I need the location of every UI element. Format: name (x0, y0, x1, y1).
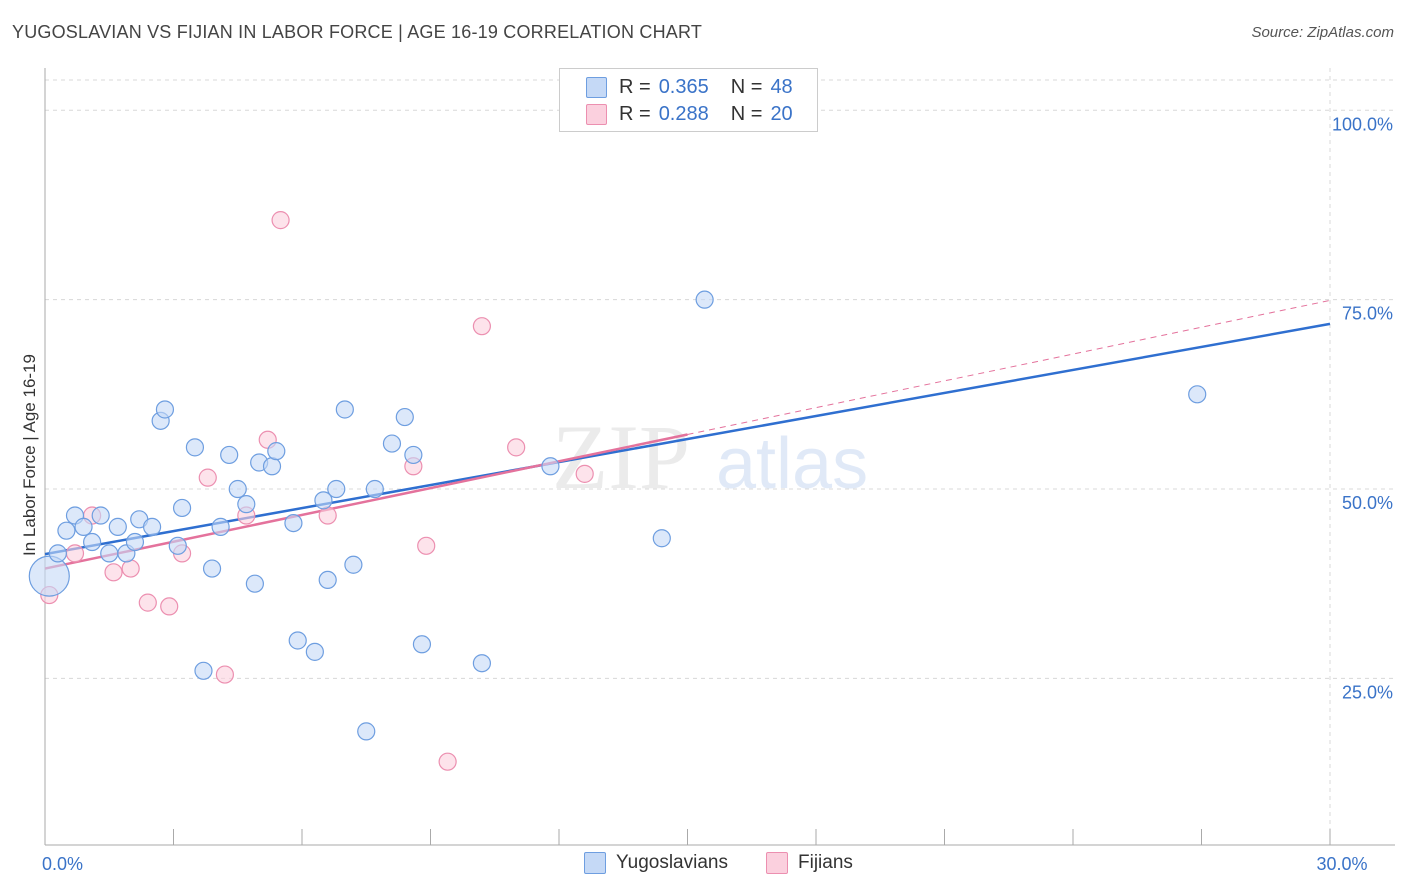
data-point (365, 479, 384, 499)
legend-row-fijians: R = 0.288 N = 20 (586, 102, 793, 126)
legend-swatch-pink (586, 103, 607, 125)
data-point (121, 559, 140, 578)
data-point (1188, 385, 1207, 404)
data-point (395, 407, 414, 427)
data-point (215, 665, 234, 684)
legend-r-value: 0.365 (658, 75, 709, 98)
series-legend-fijians: Fijians (766, 852, 853, 874)
data-point (168, 536, 187, 555)
data-point (318, 506, 337, 525)
data-point (160, 597, 179, 616)
axes (44, 68, 1395, 846)
legend-swatch-blue (586, 76, 607, 98)
data-point (198, 468, 217, 487)
data-point (220, 445, 239, 465)
y-tick-label: 50.0% (1342, 493, 1393, 513)
data-point (314, 491, 333, 510)
series-name: Yugoslavians (616, 852, 728, 873)
trendline-fijians (44, 433, 688, 570)
legend-r-label: R = (619, 102, 651, 125)
data-point (335, 400, 354, 419)
data-point (284, 513, 303, 533)
data-point (185, 438, 205, 457)
data-point (194, 661, 213, 680)
x-tick-label: 30.0% (1316, 854, 1367, 874)
data-point (142, 517, 162, 536)
data-point (695, 290, 714, 309)
data-point (472, 654, 491, 673)
data-point (91, 506, 110, 525)
data-point (155, 400, 175, 419)
data-point (357, 722, 376, 741)
data-point (74, 517, 93, 536)
series-legend: Yugoslavians Fijians (0, 852, 1406, 878)
data-point (382, 434, 402, 453)
data-point (104, 563, 123, 582)
series-swatch-blue (584, 852, 606, 874)
data-point (344, 555, 363, 574)
watermark-zip: ZIP (552, 406, 690, 508)
data-point (417, 536, 436, 555)
legend-n-label: N = (730, 75, 763, 98)
data-point (228, 479, 247, 499)
legend-row-yugoslavians: R = 0.365 N = 48 (586, 75, 793, 99)
data-point (262, 457, 282, 476)
trendline-fijians-extension (687, 299, 1331, 435)
data-points (28, 97, 1207, 771)
tick-labels: 25.0% 50.0% 75.0% 100.0% 0.0% 30.0% (42, 114, 1393, 874)
trendline-yugoslavians (44, 322, 1331, 556)
data-point (57, 521, 76, 540)
data-point (271, 211, 290, 230)
legend-n-value: 20 (770, 102, 793, 125)
data-point (472, 317, 491, 336)
y-tick-label: 25.0% (1342, 682, 1393, 702)
series-name: Fijians (798, 852, 853, 873)
data-point (267, 442, 286, 461)
data-point (404, 445, 423, 465)
data-point (172, 498, 192, 518)
x-tick-label: 0.0% (42, 854, 83, 874)
data-point (108, 517, 127, 536)
trend-lines (44, 299, 1331, 570)
y-tick-label: 75.0% (1342, 304, 1393, 324)
data-point (237, 495, 256, 514)
y-tick-label: 100.0% (1332, 114, 1393, 134)
data-point (138, 593, 157, 612)
legend-n-value: 48 (770, 75, 793, 98)
data-point (100, 544, 119, 563)
source-credit: Source: ZipAtlas.com (1251, 24, 1394, 41)
data-point (652, 529, 671, 548)
legend-n-label: N = (730, 102, 763, 125)
data-point (48, 544, 67, 563)
data-point (28, 555, 70, 597)
data-point (288, 631, 307, 650)
data-point (438, 752, 457, 771)
data-point (65, 544, 85, 563)
data-point (305, 642, 324, 661)
data-point (327, 479, 346, 499)
watermark: ZIP atlas (552, 406, 868, 508)
legend-r-label: R = (619, 75, 651, 98)
stats-legend: R = 0.365 N = 48 R = 0.288 N = 20 (559, 68, 818, 132)
chart-title: YUGOSLAVIAN VS FIJIAN IN LABOR FORCE | A… (12, 22, 703, 42)
data-point (575, 464, 594, 483)
legend-r-value: 0.288 (658, 102, 709, 125)
series-swatch-pink (766, 852, 788, 874)
data-point (318, 570, 337, 590)
data-point (83, 532, 102, 552)
data-point (211, 517, 230, 536)
data-point (507, 438, 526, 457)
data-point (125, 532, 145, 552)
data-point (412, 635, 432, 654)
data-point (202, 559, 222, 578)
data-point (245, 574, 264, 593)
data-point (541, 457, 560, 476)
watermark-atlas: atlas (716, 424, 868, 504)
series-legend-yugoslavians: Yugoslavians (584, 852, 728, 874)
